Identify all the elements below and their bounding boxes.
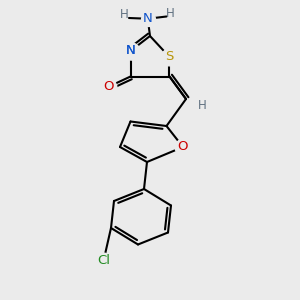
Text: N: N	[126, 44, 135, 58]
Text: O: O	[103, 80, 113, 94]
Text: N: N	[143, 12, 153, 25]
Text: H: H	[198, 99, 207, 112]
Text: Cl: Cl	[97, 254, 110, 268]
Text: N: N	[126, 44, 135, 58]
Text: H: H	[166, 7, 175, 20]
Text: O: O	[178, 140, 188, 154]
Text: S: S	[165, 50, 174, 64]
Text: H: H	[120, 8, 129, 22]
